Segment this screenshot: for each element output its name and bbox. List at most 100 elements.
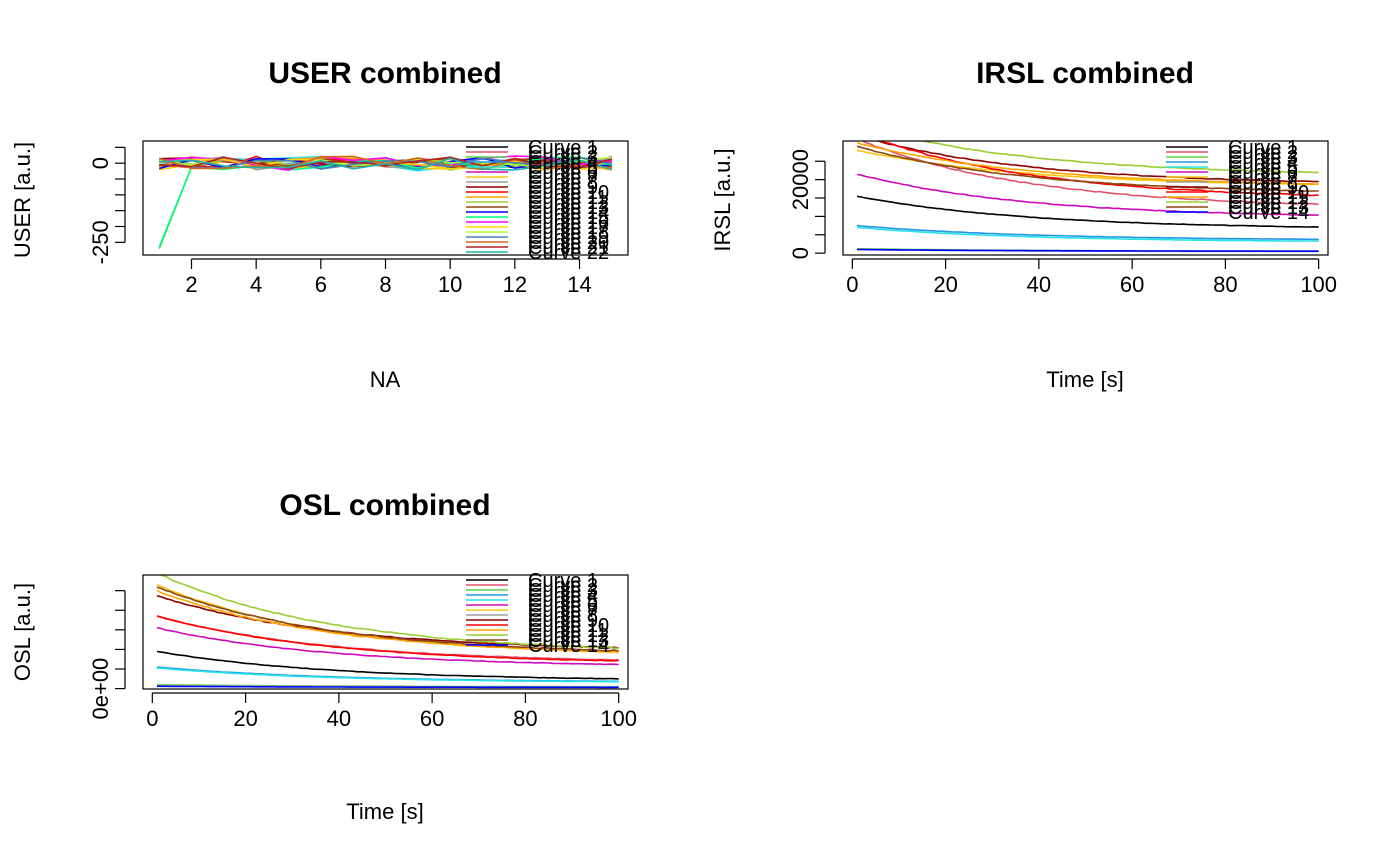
legend-entry: Curve 13 — [1228, 197, 1309, 219]
legend-entry: Curve 10 — [1228, 182, 1309, 204]
legend-entry: Curve 12 — [528, 192, 609, 214]
osl-combined-panel: OSL combined Time [s] OSL [a.u.] Curve 1… — [10, 489, 637, 824]
legend-entry: Curve 16 — [528, 212, 609, 234]
legend-entry: Curve 2 — [528, 142, 598, 164]
y-axis-label: IRSL [a.u.] — [710, 148, 735, 251]
legend-entry: Curve 12 — [1228, 192, 1309, 214]
series-lines — [158, 155, 613, 249]
x-tick-label: 20 — [933, 272, 957, 297]
series-line-13 — [856, 145, 1319, 192]
legend-entry: Curve 9 — [528, 610, 598, 632]
plot-frame — [842, 140, 1329, 256]
legend-entry: Curve 15 — [528, 207, 609, 229]
legend-entry: Curve 7 — [1228, 167, 1298, 189]
user-combined-panel: USER combined NA USER [a.u.] Curve 1Curv… — [10, 57, 629, 392]
series-line-10 — [156, 615, 619, 662]
legend-entry: Curve 19 — [528, 227, 609, 249]
y-tick-label: 0e+00 — [88, 658, 113, 720]
legend-entry: Curve 22 — [528, 242, 609, 264]
x-tick-label: 100 — [1300, 272, 1337, 297]
legend-entry: Curve 5 — [528, 590, 598, 612]
series-line-5 — [156, 667, 619, 683]
series-line-9 — [874, 141, 1319, 183]
legend-entry: Curve 13 — [528, 197, 609, 219]
legend-entry: Curve 5 — [1228, 157, 1298, 179]
x-tick-label: 8 — [379, 272, 391, 297]
legend-entry: Curve 17 — [528, 217, 609, 239]
legend-entry: Curve 6 — [1228, 162, 1298, 184]
series-line-14 — [857, 248, 1319, 253]
x-tick-label: 10 — [438, 272, 462, 297]
legend-entry: Curve 1 — [528, 137, 598, 159]
chart-title: USER combined — [268, 57, 501, 90]
series-line-1 — [856, 195, 1319, 228]
series-line-12 — [918, 141, 1319, 174]
series-line-14 — [156, 685, 619, 689]
legend-entry: Curve 6 — [528, 595, 598, 617]
x-axis: 0 20 40 60 80 100 — [146, 692, 637, 731]
legend-entry: Curve 12 — [528, 625, 609, 647]
legend-entry: Curve 2 — [1228, 142, 1298, 164]
series-line-6 — [156, 626, 619, 666]
x-tick-label: 2 — [185, 272, 197, 297]
legend-entry: Curve 9 — [1228, 177, 1298, 199]
y-axis: -250 0 — [88, 146, 126, 264]
x-tick-label: 100 — [600, 706, 637, 731]
x-tick-label: 80 — [513, 706, 537, 731]
legend-entry: Curve 10 — [528, 615, 609, 637]
y-tick-label: 0 — [88, 157, 113, 169]
legend-entry: Curve 3 — [1228, 147, 1298, 169]
series-line-12 — [158, 575, 619, 650]
series-line-9 — [156, 595, 619, 649]
y-axis: 0 20000 — [788, 149, 826, 259]
legend-entry: Curve 6 — [528, 162, 598, 184]
x-tick-label: 14 — [567, 272, 591, 297]
x-tick-label: 4 — [250, 272, 262, 297]
series-line-6 — [856, 173, 1319, 216]
x-tick-label: 6 — [315, 272, 327, 297]
y-axis-label: OSL [a.u.] — [10, 583, 35, 681]
legend-entry: Curve 4 — [528, 585, 598, 607]
legend-entry: Curve 7 — [528, 600, 598, 622]
y-tick-label: 20000 — [788, 149, 813, 210]
legend-entry: Curve 4 — [528, 152, 598, 174]
legend-entry: Curve 8 — [528, 605, 598, 627]
x-axis: 2 4 6 8 10 12 14 — [185, 258, 592, 297]
legend-entry: Curve 2 — [528, 575, 598, 597]
x-axis-label: Time [s] — [346, 799, 423, 824]
y-axis-label: USER [a.u.] — [10, 142, 35, 258]
x-tick-label: 0 — [146, 706, 158, 731]
legend-entry: Curve 8 — [1228, 172, 1298, 194]
series-line-1 — [156, 650, 619, 680]
chart-title: IRSL combined — [976, 57, 1194, 90]
x-tick-label: 80 — [1213, 272, 1237, 297]
legend-entry: Curve 1 — [1228, 137, 1298, 159]
x-tick-label: 0 — [846, 272, 858, 297]
irsl-combined-panel: IRSL combined Time [s] IRSL [a.u.] Curve… — [710, 57, 1337, 392]
legend-entry: Curve 21 — [528, 237, 609, 259]
x-tick-label: 40 — [327, 706, 351, 731]
x-tick-label: 20 — [233, 706, 257, 731]
series-line-21 — [159, 156, 612, 170]
series-line-2 — [860, 141, 1319, 206]
legend-entry: Curve 11 — [1228, 187, 1308, 209]
legend-entry: Curve 11 — [528, 620, 608, 642]
x-tick-label: 60 — [1120, 272, 1144, 297]
legend-entry: Curve 4 — [1228, 152, 1298, 174]
plot-frame — [142, 140, 629, 256]
legend-entry: Curve 3 — [528, 147, 598, 169]
series-lines — [156, 575, 619, 689]
legend-entry: Curve 10 — [528, 182, 609, 204]
legend-entry: Curve 5 — [528, 157, 598, 179]
series-line-13 — [156, 586, 619, 652]
x-axis-label: NA — [370, 367, 401, 392]
legend-entry: Curve 14 — [1228, 202, 1309, 224]
x-tick-label: 60 — [420, 706, 444, 731]
x-tick-label: 12 — [503, 272, 527, 297]
legend-entry: Curve 14 — [528, 635, 609, 657]
